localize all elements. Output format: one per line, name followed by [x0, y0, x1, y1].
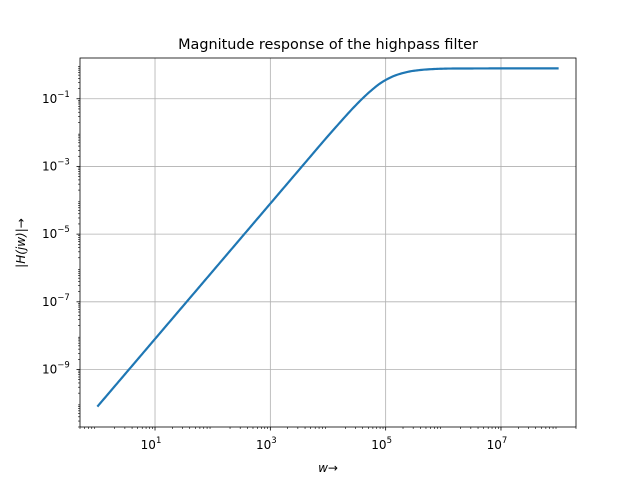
tick-marks	[76, 66, 577, 431]
x-tick-exponent: 3	[271, 436, 276, 446]
plot-frame	[79, 57, 577, 428]
y-axis-label: |H(jw)|→	[14, 218, 28, 268]
y-tick-exponent: −5	[57, 225, 70, 235]
y-tick-exponent: −1	[57, 90, 70, 100]
x-tick-exponent: 1	[156, 436, 161, 446]
magnitude-series-line	[96, 67, 559, 408]
x-axis-label: w→	[318, 461, 338, 475]
x-tick-exponent: 7	[502, 436, 507, 446]
y-tick-exponent: −7	[57, 293, 70, 303]
y-tick-exponent: −3	[57, 157, 70, 167]
x-tick-exponent: 5	[387, 436, 392, 446]
series-layer	[96, 67, 559, 408]
y-tick-exponent: −9	[57, 361, 70, 371]
grid-lines	[80, 58, 576, 427]
chart-title: Magnitude response of the highpass filte…	[178, 37, 478, 53]
